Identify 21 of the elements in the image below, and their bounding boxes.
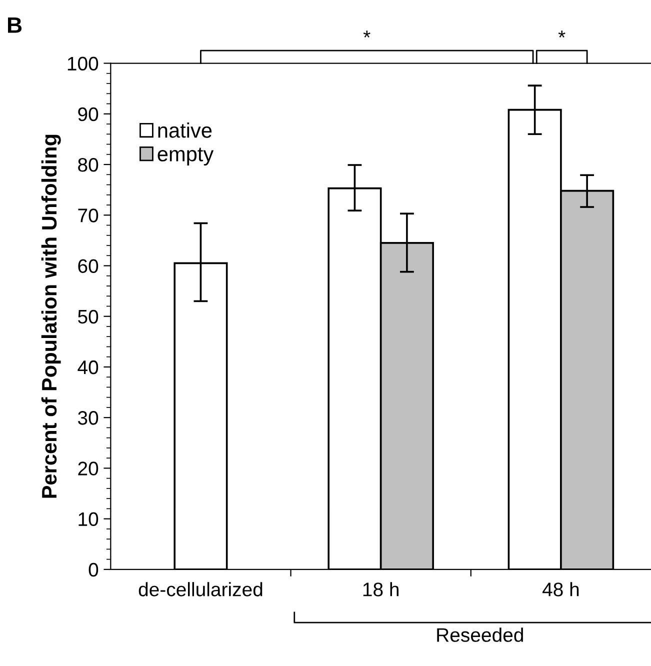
text: * xyxy=(558,30,566,38)
x-tick-label: 18 h xyxy=(363,582,398,596)
y-axis-title: Percent of Population with Unfolding xyxy=(41,134,61,498)
legend-label: native xyxy=(158,122,212,138)
text: Reseeded xyxy=(437,628,523,642)
y-tick-label: 90 xyxy=(78,107,98,122)
y-tick-label: 40 xyxy=(78,360,98,374)
legend-label: empty xyxy=(158,148,214,166)
x-tick-label: de-cellularized xyxy=(138,582,262,596)
y-tick-label: 60 xyxy=(78,259,98,273)
y-tick-label: 100 xyxy=(68,56,98,71)
y-tick-label: 10 xyxy=(78,512,98,526)
y-tick-label: 50 xyxy=(78,310,98,324)
text: * xyxy=(363,30,370,38)
y-tick-label: 30 xyxy=(78,411,98,425)
y-tick-label: 70 xyxy=(78,208,98,222)
y-tick-label: 0 xyxy=(88,562,98,577)
y-tick-label: 80 xyxy=(78,158,98,172)
text: B xyxy=(8,17,22,33)
x-tick-label: 48 h xyxy=(542,582,579,596)
y-tick-label: 20 xyxy=(78,462,98,476)
